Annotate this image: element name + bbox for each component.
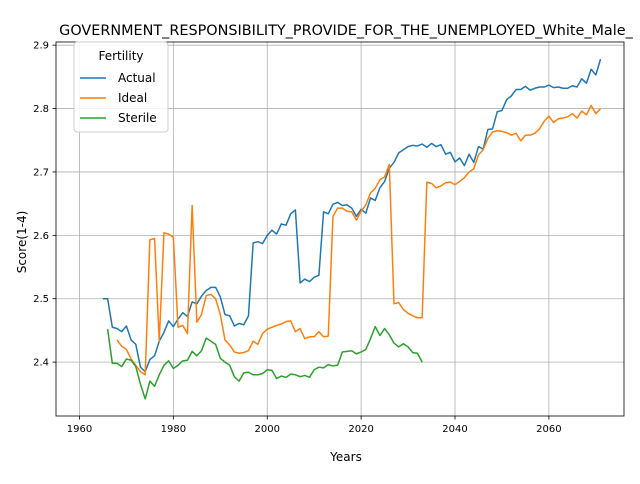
y-tick-label: 2.6 bbox=[33, 231, 49, 242]
legend-label-ideal: Ideal bbox=[118, 91, 147, 105]
chart-title: GOVERNMENT_RESPONSIBILITY_PROVIDE_FOR_TH… bbox=[59, 23, 633, 39]
legend-label-sterile: Sterile bbox=[118, 111, 157, 125]
y-tick-label: 2.7 bbox=[33, 167, 49, 178]
x-tick-label: 2040 bbox=[442, 424, 467, 435]
grid bbox=[56, 42, 624, 416]
axes: 1960 1980 2000 2020 2040 2060 2.4 2.5 2.6 2.7 2.8 2… bbox=[33, 41, 562, 435]
series-line-actual bbox=[102, 58, 602, 373]
x-tick-label: 1980 bbox=[161, 424, 186, 435]
x-tick-label: 2020 bbox=[348, 424, 373, 435]
y-tick-label: 2.5 bbox=[33, 294, 49, 305]
series-lines bbox=[102, 58, 602, 400]
legend-label-actual: Actual bbox=[118, 71, 156, 85]
x-tick-label: 1960 bbox=[67, 424, 92, 435]
y-tick-label: 2.8 bbox=[33, 104, 49, 115]
plot-frame bbox=[55, 41, 625, 417]
legend-title: Fertility bbox=[98, 49, 143, 63]
series-line-ideal bbox=[116, 104, 602, 376]
series-line-sterile bbox=[106, 325, 423, 400]
x-tick-label: 2000 bbox=[255, 424, 280, 435]
legend: Fertility Actual Ideal Sterile bbox=[73, 41, 169, 133]
y-tick-label: 2.4 bbox=[33, 358, 49, 369]
x-tick-label: 2060 bbox=[536, 424, 561, 435]
y-axis-label: Score(1-4) bbox=[15, 211, 29, 274]
y-tick-label: 2.9 bbox=[33, 41, 49, 52]
legend-box bbox=[73, 41, 169, 133]
x-axis-label: Years bbox=[329, 450, 362, 464]
